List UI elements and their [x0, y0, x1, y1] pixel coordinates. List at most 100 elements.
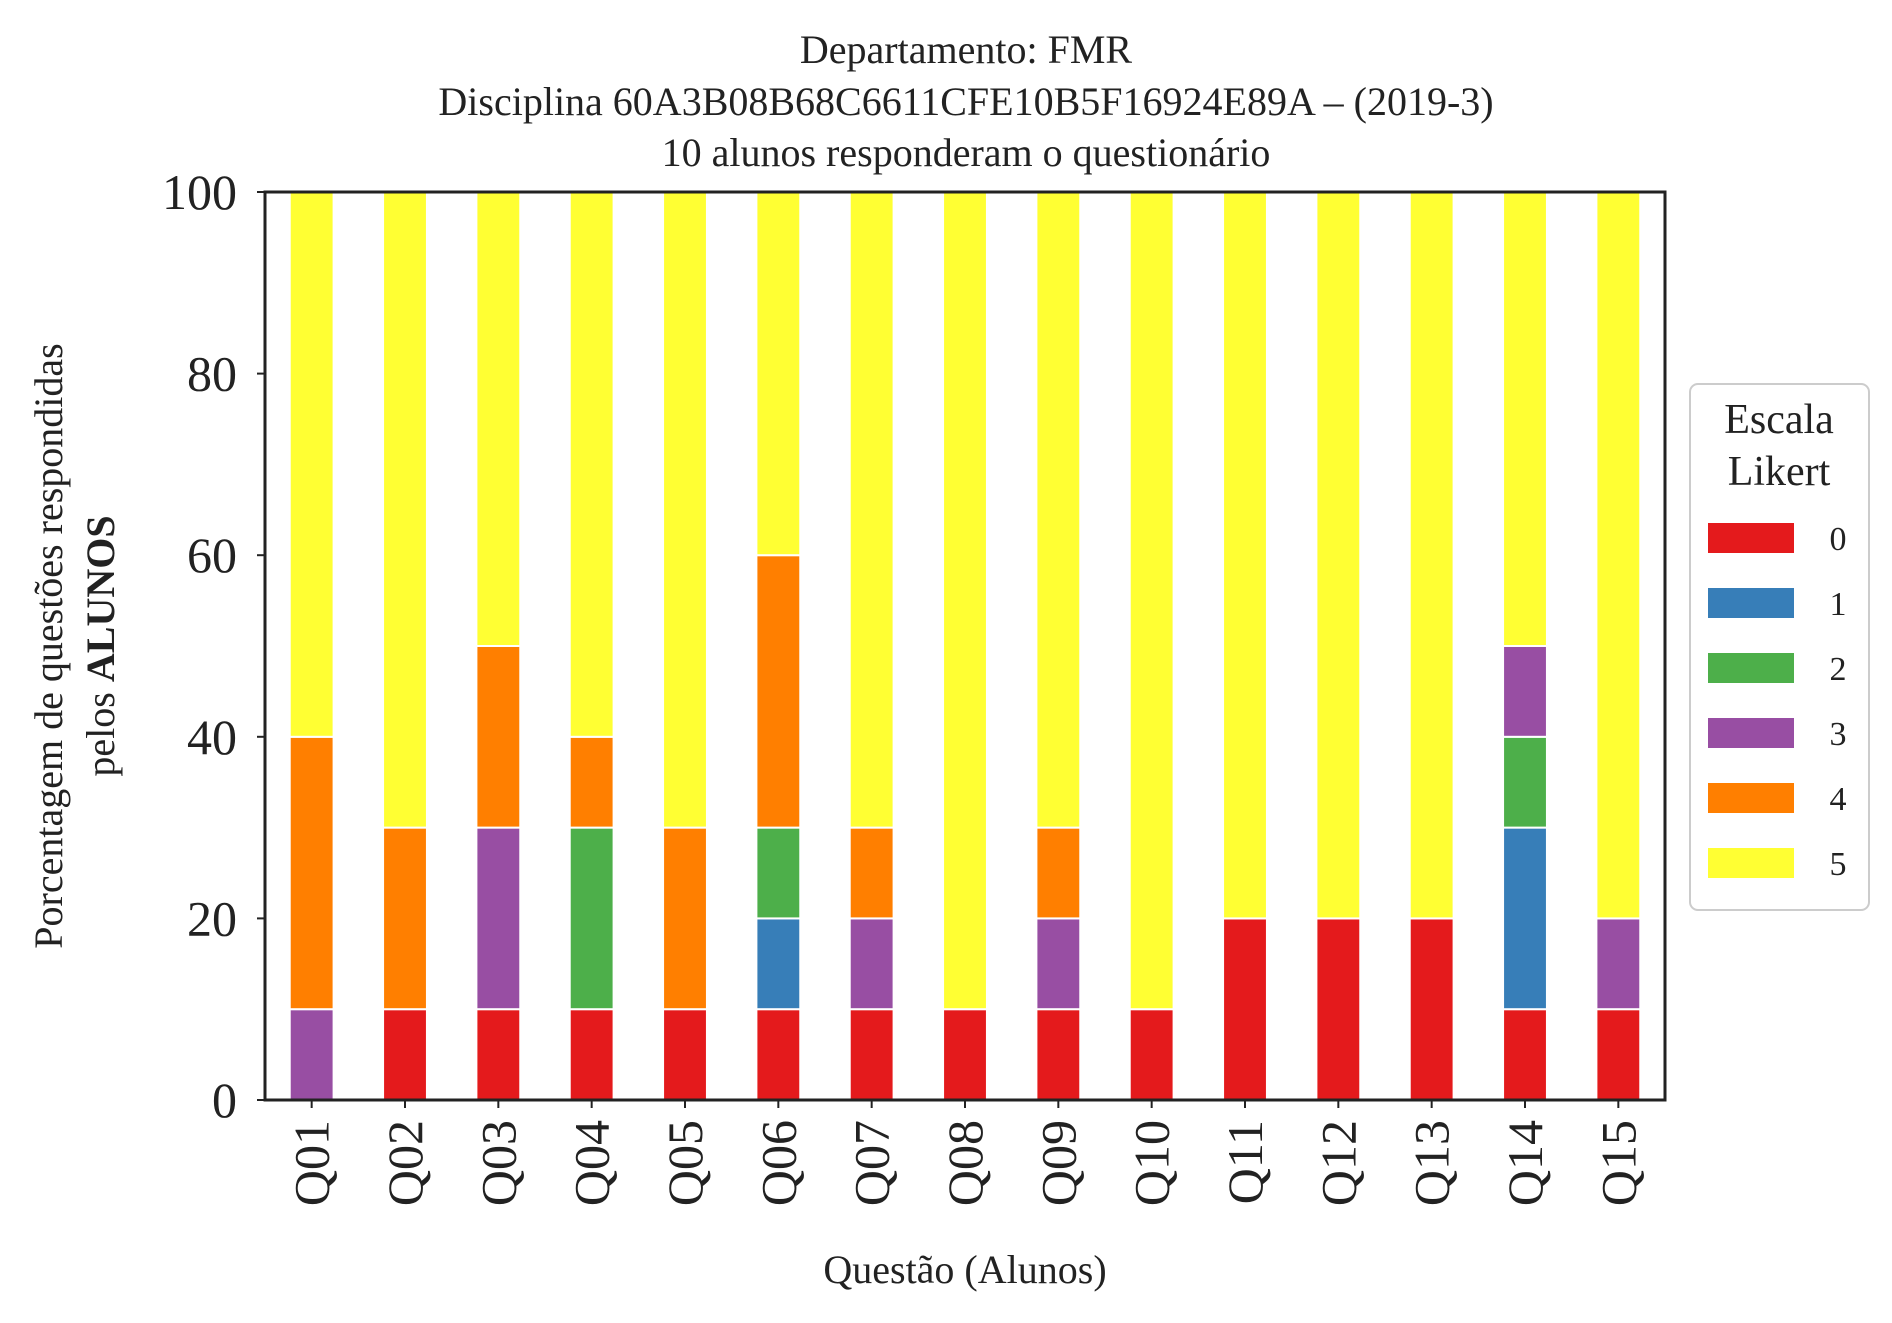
bar-Q05-likert-4	[662, 826, 708, 1011]
legend-items: 0 1 2 3 4 5	[1708, 521, 1847, 883]
y-axis-label: Porcentagem de questões respondidas pelo…	[26, 343, 123, 948]
legend-label-2: 2	[1830, 651, 1847, 688]
bar-Q07-likert-3	[848, 917, 895, 1011]
bar-Q01-likert-4	[288, 735, 335, 1011]
legend-title-line-1: Escala	[1724, 397, 1834, 443]
bar-Q07-likert-4	[848, 826, 895, 920]
bar-Q03-likert-0	[475, 1008, 522, 1102]
legend-label-3: 3	[1830, 716, 1847, 753]
bar-Q01-likert-5	[288, 191, 335, 738]
bar-Q02-likert-5	[382, 191, 428, 829]
x-tick-label-Q09: Q09	[1030, 1120, 1086, 1206]
bar-Q04-likert-4	[568, 735, 615, 829]
x-tick-label-Q07: Q07	[844, 1120, 900, 1206]
x-tick-label-Q11: Q11	[1217, 1120, 1273, 1204]
bar-Q06-likert-0	[755, 1008, 802, 1102]
bar-Q04-likert-5	[568, 191, 615, 738]
bar-Q05-likert-0	[662, 1008, 708, 1102]
x-tick-label-Q08: Q08	[937, 1120, 993, 1206]
legend-swatch-2	[1708, 653, 1794, 683]
legend-swatch-5	[1708, 848, 1794, 878]
bar-Q02-likert-0	[382, 1008, 428, 1102]
bar-Q03-likert-4	[475, 645, 522, 829]
x-tick-label-Q05: Q05	[657, 1120, 713, 1206]
chart-title: Departamento: FMR Disciplina 60A3B08B68C…	[438, 27, 1493, 175]
legend: Escala Likert 0 1 2 3 4 5	[1689, 383, 1870, 911]
x-tick-label-Q02: Q02	[377, 1120, 433, 1206]
x-ticks: Q01 Q02 Q03 Q04 Q05 Q06 Q07 Q08 Q09 Q10 Q11 Q12 Q13 Q…	[284, 1100, 1646, 1206]
bar-Q15-likert-5	[1595, 191, 1642, 920]
y-tick-label-0: 0	[212, 1072, 237, 1128]
plot-frame	[263, 190, 1667, 1102]
bar-Q13-likert-0	[1408, 917, 1455, 1102]
bar-Q14-likert-0	[1502, 1008, 1548, 1102]
bar-Q15-likert-3	[1595, 917, 1642, 1011]
legend-swatch-4	[1708, 783, 1794, 813]
y-tick-label-80: 80	[187, 346, 237, 402]
bar-Q09-likert-3	[1035, 917, 1082, 1011]
legend-label-5: 5	[1830, 846, 1847, 883]
bar-Q09-likert-5	[1035, 191, 1082, 829]
bar-Q11-likert-5	[1222, 191, 1268, 920]
bar-Q09-likert-0	[1035, 1008, 1082, 1102]
bar-Q05-likert-5	[662, 191, 708, 829]
y-axis-label-line-2: pelos ALUNOS	[78, 515, 123, 776]
bar-Q06-likert-4	[755, 554, 802, 829]
bar-Q14-likert-3	[1502, 645, 1548, 738]
bar-Q13-likert-5	[1408, 191, 1455, 920]
bar-Q12-likert-0	[1315, 917, 1362, 1102]
legend-label-1: 1	[1830, 586, 1847, 623]
bar-Q07-likert-0	[848, 1008, 895, 1102]
legend-swatch-3	[1708, 718, 1794, 748]
bar-Q06-likert-5	[755, 191, 802, 557]
x-tick-label-Q04: Q04	[564, 1120, 620, 1206]
bar-Q06-likert-1	[755, 917, 802, 1011]
y-axis-label-bold: ALUNOS	[78, 515, 123, 682]
bar-Q14-likert-2	[1502, 735, 1548, 829]
bar-Q02-likert-4	[382, 826, 428, 1011]
y-axis-label-line-1: Porcentagem de questões respondidas	[26, 343, 71, 948]
x-tick-label-Q13: Q13	[1404, 1120, 1460, 1206]
y-ticks: 0 20 40 60 80 100	[162, 164, 265, 1128]
bar-Q01-likert-3	[288, 1008, 335, 1102]
bar-Q04-likert-2	[568, 826, 615, 1011]
x-tick-label-Q10: Q10	[1124, 1120, 1180, 1206]
x-tick-label-Q06: Q06	[750, 1120, 806, 1206]
bar-Q12-likert-5	[1315, 191, 1362, 920]
legend-swatch-1	[1708, 588, 1794, 618]
bar-Q03-likert-3	[475, 826, 522, 1011]
title-line-2: Disciplina 60A3B08B68C6611CFE10B5F16924E…	[438, 79, 1493, 124]
title-line-1: Departamento: FMR	[800, 27, 1132, 72]
bar-Q14-likert-5	[1502, 191, 1548, 647]
y-axis-label-prefix: pelos	[78, 682, 123, 776]
legend-title-line-2: Likert	[1728, 449, 1831, 495]
legend-label-0: 0	[1830, 521, 1847, 558]
bar-Q15-likert-0	[1595, 1008, 1642, 1102]
y-tick-label-40: 40	[187, 709, 237, 765]
bar-Q06-likert-2	[755, 826, 802, 920]
legend-swatch-0	[1708, 523, 1794, 553]
bar-Q10-likert-0	[1128, 1008, 1175, 1102]
x-tick-label-Q01: Q01	[284, 1120, 340, 1206]
bar-Q08-likert-5	[942, 191, 988, 1011]
legend-label-4: 4	[1830, 781, 1847, 818]
bar-Q11-likert-0	[1222, 917, 1268, 1102]
x-tick-label-Q14: Q14	[1497, 1120, 1553, 1206]
x-tick-label-Q15: Q15	[1590, 1120, 1646, 1206]
bar-Q08-likert-0	[942, 1008, 988, 1102]
bar-Q10-likert-5	[1128, 191, 1175, 1011]
y-tick-label-20: 20	[187, 890, 237, 946]
bar-Q07-likert-5	[848, 191, 895, 829]
y-tick-label-60: 60	[187, 527, 237, 583]
bar-Q04-likert-0	[568, 1008, 615, 1102]
x-axis-label: Questão (Alunos)	[823, 1247, 1106, 1292]
legend-frame	[1689, 383, 1870, 911]
bar-Q14-likert-1	[1502, 826, 1548, 1011]
y-tick-label-100: 100	[162, 164, 237, 220]
bars-group	[288, 191, 1642, 1102]
bar-Q03-likert-5	[475, 191, 522, 647]
title-line-3: 10 alunos responderam o questionário	[662, 130, 1271, 175]
bar-Q09-likert-4	[1035, 826, 1082, 920]
x-tick-label-Q03: Q03	[470, 1120, 526, 1206]
